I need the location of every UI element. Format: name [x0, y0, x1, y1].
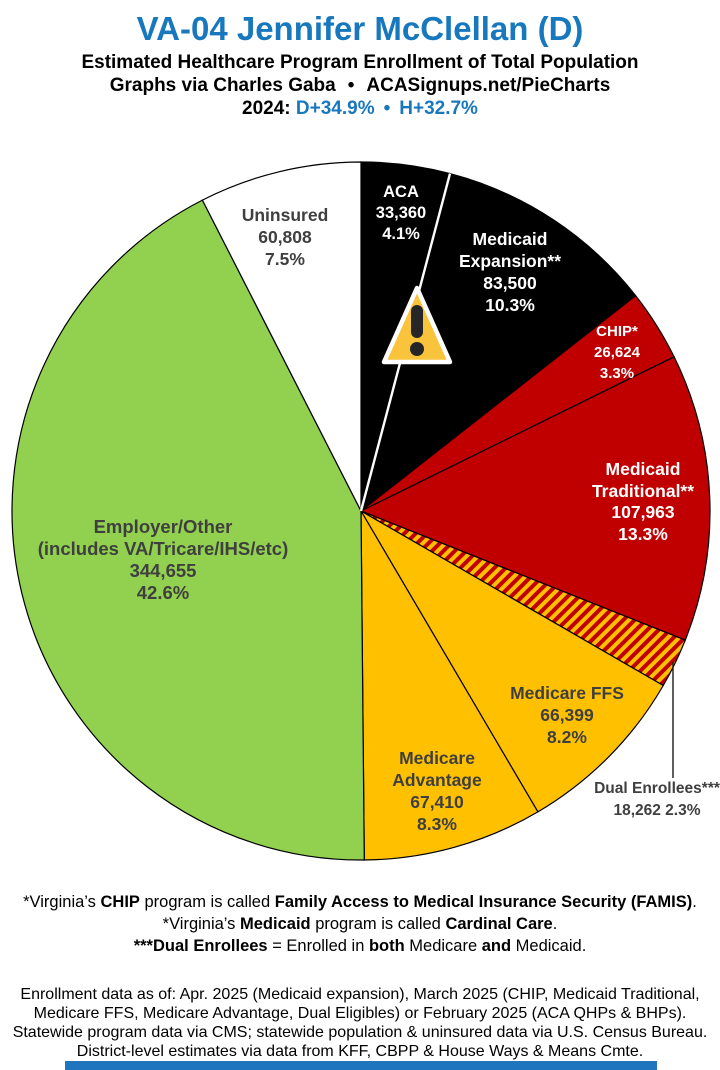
source-line-3: Statewide program data via CMS; statewid… [12, 1024, 708, 1041]
bottom-accent-bar [65, 1061, 657, 1070]
footnote-medicaid: *Virginia’s Medicaid program is called C… [162, 915, 558, 933]
source-line-1: Enrollment data as of: Apr. 2025 (Medica… [20, 986, 700, 1003]
site-text: ACASignups.net/PieCharts [366, 75, 611, 96]
source-line-4: District-level estimates via data from K… [76, 1043, 644, 1060]
year-label: 2024: [242, 98, 291, 119]
pie-slice-medicaid-traditional [359, 356, 711, 641]
slice-label-chip: CHIP* 26,624 3.3% [594, 323, 640, 382]
slice-label-medicaid-expansion: Medicaid Expansion** 83,500 10.3% [458, 229, 562, 315]
margin-d: D+34.9% [295, 98, 375, 119]
page-title: VA-04 Jennifer McClellan (D) [136, 10, 584, 47]
footnote-sources: Enrollment data as of: Apr. 2025 (Medica… [0, 985, 720, 1061]
source-line-2: Medicare FFS, Medicare Advantage, Dual E… [33, 1005, 687, 1022]
footnote-dual: ***Dual Enrollees = Enrolled in both Med… [133, 937, 587, 955]
pie-slice-medicaid-expansion [359, 172, 637, 513]
slice-label-medicaid-traditional: Medicaid Traditional** 107,963 13.3% [591, 459, 695, 544]
bullet-separator: • [347, 75, 355, 96]
pie-slice-uninsured [201, 161, 362, 512]
pie-slice-medicare-advantage [360, 508, 539, 861]
slice-label-dual-enrollees: Dual Enrollees*** 18,262 2.3% [594, 780, 720, 819]
slice-label-medicare-advantage: Medicare Advantage 67,410 8.3% [392, 748, 482, 834]
pie-slice-employer-other [11, 199, 365, 861]
warning-icon [381, 285, 453, 365]
slice-label-employer-other: Employer/Other (includes VA/Tricare/IHS/… [37, 516, 289, 603]
footnote-definitions: *Virginia’s CHIP program is called Famil… [0, 891, 720, 957]
footnote-chip: *Virginia’s CHIP program is called Famil… [23, 893, 697, 911]
pie-slice-medicare-ffs [359, 509, 665, 813]
credit-text: Graphs via Charles Gaba [109, 75, 336, 96]
margin-h: H+32.7% [399, 98, 478, 119]
slice-label-aca: ACA 33,360 4.1% [375, 183, 427, 243]
slice-label-medicare-ffs: Medicare FFS 66,399 8.2% [510, 683, 624, 747]
subtitle: Estimated Healthcare Program Enrollment … [81, 52, 639, 73]
slice-label-uninsured: Uninsured 60,808 7.5% [241, 205, 329, 269]
pie-chart [11, 161, 711, 861]
credit-line: Graphs via Charles Gaba • ACASignups.net/P… [0, 74, 720, 97]
margin-line: 2024: D+34.9% • H+32.7% [0, 97, 720, 120]
bullet-separator: • [383, 98, 391, 119]
